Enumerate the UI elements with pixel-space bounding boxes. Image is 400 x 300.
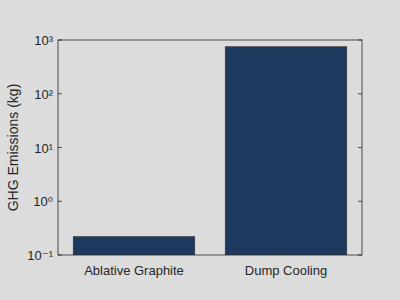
background	[0, 0, 400, 300]
y-axis-label: GHG Emissions (kg)	[5, 84, 21, 212]
axes-box	[58, 40, 362, 255]
y-tick	[58, 147, 62, 148]
x-tick-label: Ablative Graphite	[84, 263, 184, 278]
x-tick-label: Dump Cooling	[245, 263, 327, 278]
y-tick-right	[358, 147, 362, 148]
y-tick	[58, 255, 62, 256]
y-tick-label: 10¹	[34, 141, 53, 156]
y-tick-right	[358, 40, 362, 41]
chart-svg: 10⁻¹ 10⁰ 10¹ 10² 10³ Ablative Graphite Dump Co…	[0, 0, 400, 300]
y-tick-right	[358, 201, 362, 202]
y-tick-label: 10³	[34, 33, 53, 48]
y-tick	[58, 40, 62, 41]
y-tick-label: 10⁻¹	[27, 248, 53, 263]
bars	[73, 47, 347, 255]
y-tick-label: 10²	[34, 87, 53, 102]
chart-container: 10⁻¹ 10⁰ 10¹ 10² 10³ Ablative Graphite Dump Co…	[0, 0, 400, 300]
bar	[225, 47, 347, 255]
bar	[73, 237, 195, 255]
y-tick-label: 10⁰	[33, 194, 53, 209]
y-tick-right	[358, 93, 362, 94]
y-tick-right	[358, 255, 362, 256]
y-tick	[58, 201, 62, 202]
y-tick	[58, 93, 62, 94]
